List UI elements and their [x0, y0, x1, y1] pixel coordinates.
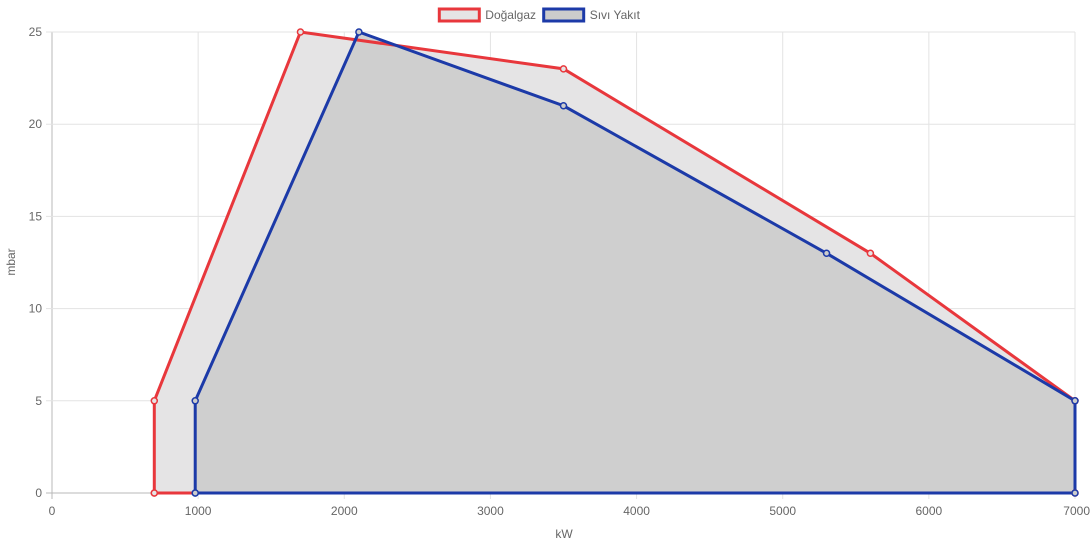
- series-areas: [154, 32, 1076, 493]
- y-axis-ticks: 0 5 10 15 20 25: [29, 25, 43, 500]
- x-tick-label: 0: [49, 504, 56, 518]
- series-line-1: [193, 30, 1077, 495]
- y-tick-label: 20: [29, 117, 43, 131]
- x-tick-label: 4000: [623, 504, 650, 518]
- x-tick-label: 5000: [769, 504, 796, 518]
- data-point[interactable]: [822, 249, 831, 258]
- series-points: [150, 28, 1079, 497]
- y-tick-label: 15: [29, 209, 43, 223]
- series-lines: [152, 30, 1077, 495]
- data-point[interactable]: [1071, 397, 1079, 405]
- y-axis-title: mbar: [4, 248, 18, 275]
- data-point[interactable]: [150, 397, 159, 405]
- legend-label: Sıvı Yakıt: [590, 8, 641, 22]
- y-tick-label: 0: [35, 486, 42, 500]
- y-tick-label: 10: [29, 302, 43, 316]
- legend-item-1[interactable]: Sıvı Yakıt: [542, 7, 641, 23]
- legend-item-0[interactable]: Doğalgaz: [437, 7, 536, 23]
- y-tick-label: 25: [29, 25, 43, 39]
- series-area-1: [195, 32, 1076, 493]
- data-point[interactable]: [559, 102, 568, 110]
- x-tick-label: 7000: [1063, 504, 1090, 518]
- data-point[interactable]: [296, 28, 305, 36]
- legend-label: Doğalgaz: [485, 8, 536, 22]
- data-point[interactable]: [1071, 489, 1079, 497]
- y-tick-label: 5: [35, 394, 42, 408]
- data-point[interactable]: [191, 489, 199, 497]
- x-tick-label: 3000: [477, 504, 504, 518]
- data-point[interactable]: [355, 28, 363, 36]
- legend[interactable]: Doğalgaz Sıvı Yakıt: [437, 7, 641, 23]
- data-point[interactable]: [150, 489, 159, 497]
- data-point[interactable]: [559, 65, 568, 73]
- legend-swatch: [437, 7, 481, 23]
- legend-swatch: [542, 7, 586, 23]
- x-tick-label: 6000: [916, 504, 943, 518]
- x-axis-title: kW: [555, 527, 573, 541]
- data-point[interactable]: [866, 249, 875, 258]
- x-tick-label: 2000: [331, 504, 358, 518]
- data-point[interactable]: [191, 397, 199, 405]
- x-tick-label: 1000: [185, 504, 212, 518]
- x-axis-ticks: 0 1000 2000 3000 4000 5000 6000 7000: [49, 504, 1091, 518]
